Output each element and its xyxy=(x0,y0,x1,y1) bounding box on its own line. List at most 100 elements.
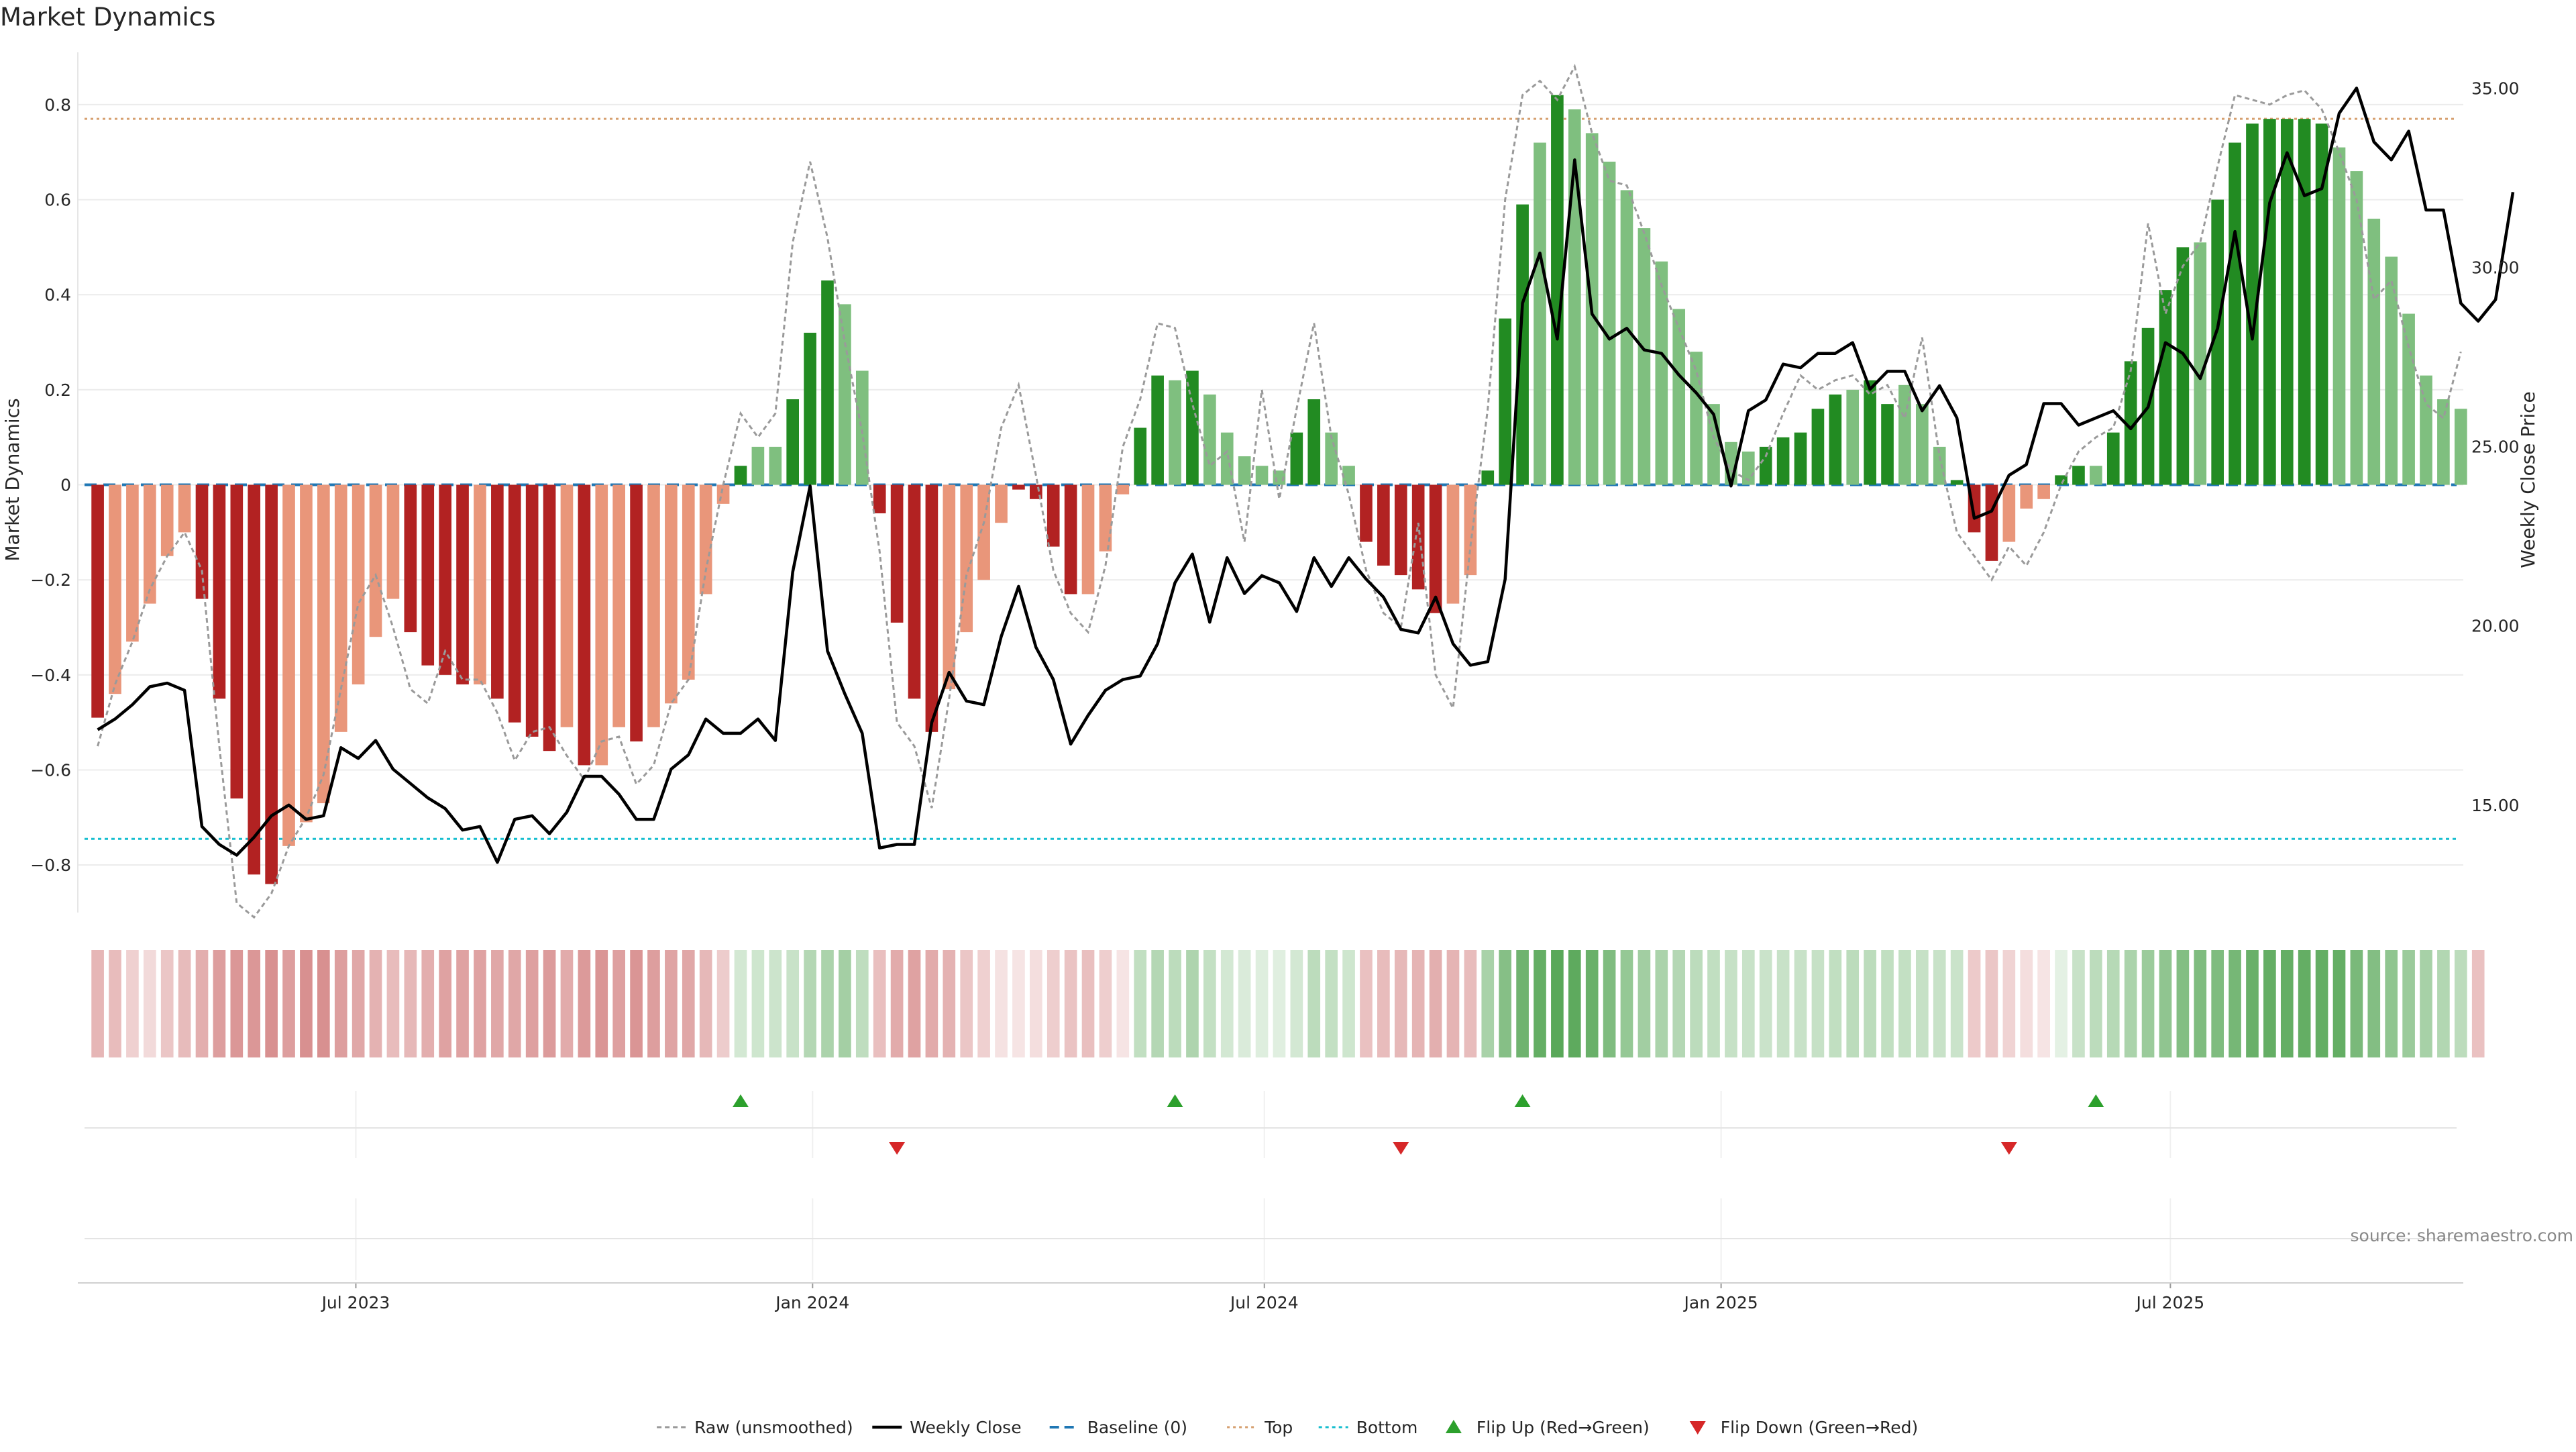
heat-cell xyxy=(525,950,539,1057)
heat-cell xyxy=(1169,950,1181,1057)
dynamics-bar xyxy=(995,484,1008,523)
legend-item: Raw (unsmoothed) xyxy=(657,1418,853,1437)
heat-cell xyxy=(560,950,574,1057)
heat-cell xyxy=(1811,950,1825,1057)
dynamics-bar xyxy=(821,280,834,485)
x-tick-label: Jul 2025 xyxy=(2135,1293,2204,1312)
heat-cell xyxy=(2350,950,2363,1057)
chart-title: Market Dynamics xyxy=(0,3,215,32)
y-tick-label: 0.8 xyxy=(44,95,71,115)
dynamics-bar xyxy=(1151,375,1164,485)
heat-cell xyxy=(1377,950,1390,1057)
heat-cell xyxy=(1707,950,1720,1057)
y-tick-label: −0.8 xyxy=(30,855,71,875)
heat-cell xyxy=(1741,950,1755,1057)
heat-cell xyxy=(804,950,816,1057)
dynamics-bar xyxy=(1551,95,1564,485)
dynamics-bar xyxy=(1690,352,1703,485)
dynamics-bar xyxy=(647,484,660,727)
heat-cell xyxy=(543,950,556,1057)
flip-down-marker xyxy=(2000,1142,2017,1155)
dynamics-bar xyxy=(1985,484,1998,561)
heat-cell xyxy=(1081,950,1095,1057)
heat-cell xyxy=(873,950,886,1057)
dynamics-bar xyxy=(1220,432,1234,485)
dynamics-bar xyxy=(282,484,295,846)
heat-cell xyxy=(665,950,678,1057)
dynamics-bar xyxy=(1446,484,1460,604)
dynamics-bar xyxy=(804,332,816,485)
heat-cell xyxy=(839,950,851,1057)
heat-cell xyxy=(1534,950,1546,1057)
source-label: source: sharemaestro.com xyxy=(2351,1226,2574,1245)
heat-cell xyxy=(300,950,313,1057)
heat-cell xyxy=(2471,950,2485,1057)
heat-cell xyxy=(960,950,973,1057)
dynamics-bar xyxy=(543,484,556,751)
dynamics-bar xyxy=(2420,375,2432,485)
heat-cell xyxy=(143,950,156,1057)
heat-cell xyxy=(1776,950,1790,1057)
dynamics-bar xyxy=(2229,142,2241,485)
dynamics-bar xyxy=(595,484,608,766)
heat-cell xyxy=(1325,950,1338,1057)
dynamics-bar xyxy=(456,484,469,685)
dynamics-bar xyxy=(91,484,104,718)
legend-label: Flip Down (Green→Red) xyxy=(1721,1418,1919,1437)
heat-cell xyxy=(230,950,244,1057)
heat-cell xyxy=(126,950,139,1057)
y-tick-label: −0.6 xyxy=(30,761,71,780)
dynamics-bar xyxy=(1081,484,1095,594)
weekly-close-line xyxy=(97,87,2515,864)
heat-cell xyxy=(1012,950,1025,1057)
legend-item: Baseline (0) xyxy=(1049,1418,1187,1437)
dynamics-bar xyxy=(160,484,174,556)
heat-cell xyxy=(1360,950,1373,1057)
dynamics-bar xyxy=(786,399,800,485)
dynamics-bar xyxy=(1794,432,1807,485)
flip-up-marker xyxy=(2088,1094,2104,1107)
legend: Raw (unsmoothed) Weekly Close Baseline (0)… xyxy=(657,1418,1918,1437)
heat-cell xyxy=(352,950,365,1057)
flip-markers xyxy=(85,1091,2457,1158)
x-tick-label: Jul 2024 xyxy=(1229,1293,1299,1312)
legend-label: Top xyxy=(1264,1418,1293,1437)
dynamics-bar xyxy=(2367,218,2381,485)
heat-cell xyxy=(508,950,521,1057)
dynamics-bar xyxy=(352,484,365,685)
heat-cell xyxy=(578,950,591,1057)
heat-cell xyxy=(1151,950,1164,1057)
legend-swatch xyxy=(1689,1421,1706,1435)
heat-cell xyxy=(1481,950,1495,1057)
heat-cell xyxy=(1203,950,1216,1057)
y2-tick-label: 25.00 xyxy=(2471,437,2520,457)
heat-cell xyxy=(1116,950,1130,1057)
dynamics-bar xyxy=(1429,484,1442,613)
heat-cell xyxy=(439,950,451,1057)
dynamics-bar xyxy=(1342,466,1355,485)
heat-cell xyxy=(1568,950,1581,1057)
heat-cell xyxy=(404,950,417,1057)
dynamics-bar xyxy=(508,484,521,723)
heat-cell xyxy=(1290,950,1303,1057)
dynamics-bar xyxy=(2106,432,2120,485)
heat-cell xyxy=(1064,950,1077,1057)
dynamics-bar xyxy=(1255,466,1269,485)
heat-cell xyxy=(2141,950,2155,1057)
heat-cell xyxy=(1725,950,1737,1057)
dynamics-bar xyxy=(1325,432,1338,485)
dynamics-bar xyxy=(1046,484,1060,547)
dynamics-bar xyxy=(716,484,730,504)
dynamics-bar xyxy=(248,484,261,875)
heat-cell xyxy=(2367,950,2381,1057)
heat-cell xyxy=(2124,950,2137,1057)
dynamics-bar xyxy=(2298,119,2311,485)
heat-cell xyxy=(1864,950,1876,1057)
heat-strip xyxy=(91,950,2485,1057)
heat-cell xyxy=(1394,950,1407,1057)
heat-cell xyxy=(2055,950,2068,1057)
heat-cell xyxy=(1933,950,1946,1057)
dynamics-bar xyxy=(126,484,139,642)
heat-cell xyxy=(2159,950,2172,1057)
heat-cell xyxy=(1620,950,1633,1057)
